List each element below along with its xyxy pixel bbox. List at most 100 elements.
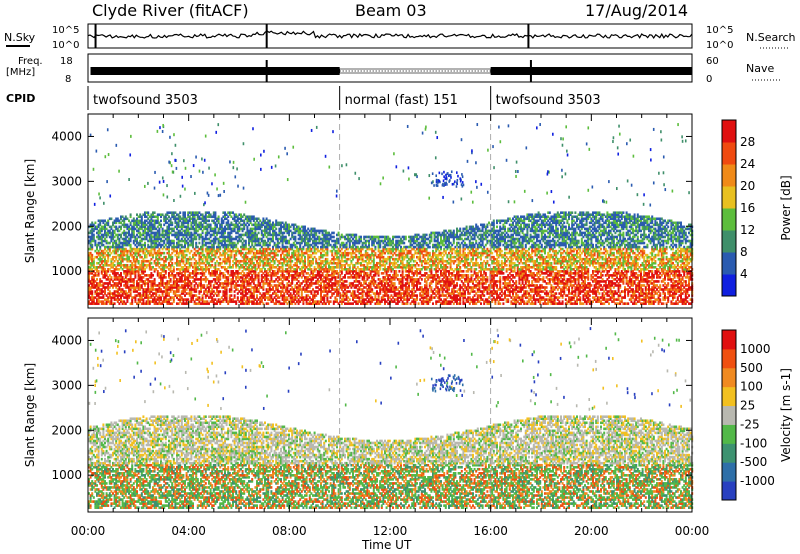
heatmap-cell: [338, 232, 340, 235]
heatmap-cell: [91, 244, 93, 247]
nsky-label: N.Sky: [4, 31, 36, 44]
heatmap-cell: [120, 272, 122, 275]
heatmap-cell: [315, 258, 317, 261]
cpid-segment-label: twofsound 3503: [496, 93, 601, 108]
heatmap-cell: [208, 220, 210, 223]
nsearch-label: N.Search: [746, 31, 796, 44]
heatmap-cell: [333, 236, 335, 239]
heatmap-cell: [154, 278, 156, 281]
heatmap-cell: [173, 266, 175, 269]
heatmap-cell: [91, 290, 93, 293]
heatmap-cell: [94, 240, 96, 243]
heatmap-cell: [227, 220, 229, 223]
heatmap-cell: [346, 280, 348, 283]
heatmap-cell: [154, 211, 156, 214]
heatmap-cell: [170, 278, 172, 281]
heatmap-cell: [165, 276, 167, 279]
heatmap-cell: [304, 256, 306, 259]
heatmap-cell: [195, 242, 197, 245]
heatmap-cell: [374, 252, 376, 255]
heatmap-cell: [150, 262, 152, 265]
heatmap-cell: [130, 213, 132, 216]
heatmap-cell: [186, 254, 188, 257]
heatmap-cell: [245, 240, 247, 243]
heatmap-cell: [256, 294, 258, 297]
heatmap-cell: [374, 280, 376, 283]
date-title: 17/Aug/2014: [585, 1, 688, 20]
heatmap-cell: [138, 260, 140, 263]
heatmap-cell: [130, 244, 132, 247]
heatmap-cell: [184, 211, 186, 214]
nave-bottom-tick: 0: [706, 74, 712, 85]
nave-label: Nave: [746, 62, 774, 75]
station-title: Clyde River (fitACF): [92, 1, 249, 20]
cpid-segment-label: twofsound 3503: [93, 93, 198, 108]
heatmap-cell: [267, 302, 269, 305]
heatmap-cell: [190, 262, 192, 265]
heatmap-cell: [333, 232, 335, 235]
heatmap-cell: [110, 217, 112, 220]
freq-band-1: [91, 67, 340, 75]
heatmap-cell: [326, 258, 328, 261]
heatmap-cell: [285, 236, 287, 239]
heatmap-cell: [349, 298, 351, 301]
heatmap-cell: [374, 246, 376, 249]
noise-top-tick-right: 10^5: [706, 25, 733, 36]
heatmap-cell: [160, 224, 162, 227]
heatmap-cell: [354, 290, 356, 293]
heatmap-cell: [227, 270, 229, 273]
heatmap-cell: [210, 224, 212, 227]
freq-label-line2: [MHz]: [6, 67, 35, 78]
heatmap-cell: [91, 254, 93, 257]
heatmap-cell: [277, 254, 279, 257]
heatmap-cell: [198, 242, 200, 245]
cpid-segment-label: normal (fast) 151: [345, 93, 458, 108]
beam-title: Beam 03: [355, 1, 427, 20]
heatmap-cell: [275, 228, 277, 231]
heatmap-cell: [336, 298, 338, 301]
heatmap-cell: [230, 294, 232, 297]
cpid-label: CPID: [6, 92, 35, 105]
heatmap-cell: [258, 232, 260, 235]
heatmap-cell: [269, 220, 271, 223]
noise-series: [88, 24, 692, 48]
heatmap-cell: [147, 211, 149, 214]
heatmap-cell: [171, 262, 173, 265]
cpid-strip: twofsound 3503 normal (fast) 151 twofsound…: [88, 86, 601, 110]
heatmap-cell: [165, 270, 167, 273]
heatmap-cell: [171, 256, 173, 259]
heatmap-cell: [160, 220, 162, 223]
heatmap-cell: [203, 284, 205, 287]
noise-bottom-tick-right: 10^0: [706, 40, 733, 51]
heatmap-cell: [234, 294, 236, 297]
nave-top-tick: 60: [706, 56, 719, 67]
freq-bottom-tick: 8: [65, 74, 71, 85]
freq-top-tick: 18: [60, 56, 73, 67]
heatmap-cell: [219, 258, 221, 261]
heatmap-cell: [237, 296, 239, 299]
noise-top-tick: 10^5: [52, 25, 79, 36]
heatmap-cell: [114, 302, 116, 305]
heatmap-cell: [96, 278, 98, 281]
heatmap-cell: [98, 270, 100, 273]
freq-series: [91, 60, 692, 82]
heatmap-cell: [355, 234, 357, 237]
heatmap-cell: [214, 211, 216, 214]
heatmap-cell: [110, 276, 112, 279]
heatmap-cell: [163, 252, 165, 255]
heatmap-cell: [152, 274, 154, 277]
noise-bottom-tick: 10^0: [52, 40, 79, 51]
heatmap-cell: [219, 290, 221, 293]
heatmap-cell: [294, 236, 296, 239]
heatmap-cell: [144, 242, 146, 245]
freq-band-3: [491, 67, 692, 75]
heatmap-cell: [371, 288, 373, 291]
heatmap-cell: [291, 260, 293, 263]
heatmap-cell: [218, 215, 220, 218]
heatmap-cell: [179, 211, 181, 214]
freq-label-line1: Freq.: [18, 56, 43, 67]
heatmap-cell: [93, 234, 95, 237]
heatmap-cell: [330, 300, 332, 303]
heatmap-cell: [173, 240, 175, 243]
